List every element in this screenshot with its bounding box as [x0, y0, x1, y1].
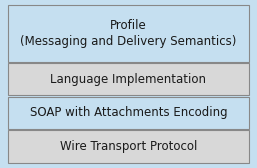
Text: Wire Transport Protocol: Wire Transport Protocol [60, 140, 197, 153]
FancyBboxPatch shape [8, 63, 249, 95]
FancyBboxPatch shape [8, 97, 249, 129]
FancyBboxPatch shape [8, 5, 249, 61]
Text: Language Implementation: Language Implementation [50, 73, 207, 86]
Text: Profile
(Messaging and Delivery Semantics): Profile (Messaging and Delivery Semantic… [20, 19, 237, 48]
Text: SOAP with Attachments Encoding: SOAP with Attachments Encoding [30, 106, 227, 119]
FancyBboxPatch shape [8, 131, 249, 163]
